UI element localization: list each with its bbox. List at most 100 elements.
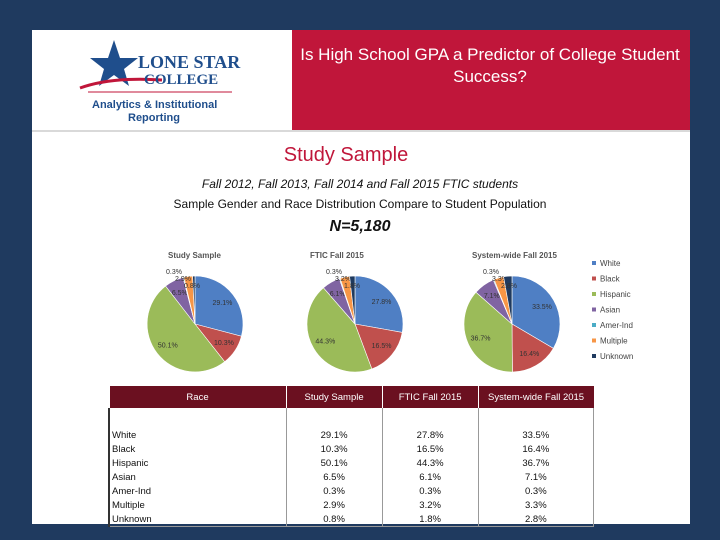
cell-ftic: 3.2% — [381, 498, 479, 512]
logo-line1: LONE STAR — [138, 52, 241, 72]
table-row: Multiple 2.9% 3.2% 3.3% — [107, 498, 595, 512]
pie-data-label: 2.9% — [175, 276, 191, 283]
cell-system: 16.4% — [477, 442, 595, 456]
table-row: Hispanic 50.1% 44.3% 36.7% — [107, 456, 595, 470]
pie-slice-black — [511, 323, 554, 373]
legend-label: Unknown — [600, 352, 633, 361]
table-header-row: Race Study Sample FTIC Fall 2015 System-… — [108, 386, 594, 408]
cell-race: Black — [107, 442, 287, 456]
pie-charts: Study Sample29.1%10.3%50.1%6.5%0.3%2.9%0… — [146, 251, 633, 373]
logo-line4: Reporting — [128, 112, 180, 124]
cell-study: 10.3% — [285, 442, 383, 456]
pie-data-label: 16.5% — [372, 343, 392, 350]
legend-label: Hispanic — [600, 290, 631, 299]
logo-area: LONE STAR COLLEGE Analytics & Institutio… — [32, 30, 292, 130]
cell-ftic: 16.5% — [381, 442, 479, 456]
cell-system: 0.3% — [477, 484, 595, 498]
pie-title: Study Sample — [168, 251, 221, 260]
header-race: Race — [108, 386, 287, 408]
header-study-sample: Study Sample — [285, 386, 383, 408]
pie-data-label: 1.8% — [344, 283, 360, 290]
table-spacer — [107, 408, 595, 428]
pie-title: FTIC Fall 2015 — [310, 251, 364, 260]
pie-data-label: 0.3% — [326, 269, 342, 276]
logo-line3: Analytics & Institutional — [92, 99, 217, 111]
cell-ftic: 27.8% — [381, 428, 479, 442]
cell-race: White — [107, 428, 287, 442]
pie-slice-white — [511, 275, 561, 349]
section-title: Study Sample — [283, 144, 409, 166]
cell-study: 2.9% — [285, 498, 383, 512]
cell-study: 0.8% — [285, 512, 383, 527]
legend-label: Black — [600, 275, 621, 284]
logo-line2: COLLEGE — [144, 72, 218, 88]
legend-swatch — [592, 323, 596, 327]
pie-title: System-wide Fall 2015 — [472, 251, 557, 260]
n-value: N=5,180 — [329, 218, 391, 235]
cell-ftic: 44.3% — [381, 456, 479, 470]
legend-swatch — [592, 276, 596, 281]
table-row: White 29.1% 27.8% 33.5% — [107, 428, 595, 442]
cell-system: 2.8% — [477, 512, 595, 527]
pie-data-label: 6.5% — [172, 290, 188, 297]
cell-system: 36.7% — [477, 456, 595, 470]
pie-data-label: 2.8% — [501, 283, 517, 290]
swoosh-icon — [79, 77, 163, 90]
header-band — [292, 30, 690, 130]
cell-system: 33.5% — [477, 428, 595, 442]
pie-data-label: 16.4% — [519, 351, 539, 358]
pie-data-label: 33.5% — [532, 304, 552, 311]
star-icon — [90, 40, 138, 86]
cell-race: Unknown — [107, 512, 287, 527]
pie-data-label: 6.1% — [330, 291, 346, 298]
legend-label: Asian — [600, 306, 620, 315]
pie-data-label: 0.3% — [483, 269, 499, 276]
cell-ftic: 0.3% — [381, 484, 479, 498]
subtitle-line1: Fall 2012, Fall 2013, Fall 2014 and Fall… — [201, 177, 519, 191]
cell-ftic: 1.8% — [381, 512, 479, 527]
pie-data-label: 44.3% — [315, 339, 335, 346]
cell-study: 6.5% — [285, 470, 383, 484]
pie-data-label: 50.1% — [158, 342, 178, 349]
pie-data-label: 0.8% — [184, 283, 200, 290]
cell-study: 50.1% — [285, 456, 383, 470]
pie-slice-black — [354, 323, 403, 370]
legend-label: White — [600, 259, 621, 268]
pie-data-label: 7.1% — [484, 293, 500, 300]
pie-data-label: 3.2% — [335, 276, 351, 283]
lone-star-college-logo: LONE STAR COLLEGE Analytics & Institutio… — [79, 40, 241, 124]
cell-race: Hispanic — [107, 456, 287, 470]
legend-swatch — [592, 292, 596, 296]
cell-race: Multiple — [107, 498, 287, 512]
cell-system: 7.1% — [477, 470, 595, 484]
table-row: Unknown 0.8% 1.8% 2.8% — [107, 512, 595, 527]
pie-slice-unknown — [349, 275, 356, 325]
table-row: Asian 6.5% 6.1% 7.1% — [107, 470, 595, 484]
pie-data-label: 36.7% — [471, 335, 491, 342]
legend-swatch — [592, 261, 596, 265]
pie-data-label: 10.3% — [214, 340, 234, 347]
legend-label: Multiple — [600, 337, 628, 346]
cell-race: Asian — [107, 470, 287, 484]
pie-data-label: 27.8% — [372, 299, 392, 306]
header-divider — [32, 130, 690, 140]
race-table: Race Study Sample FTIC Fall 2015 System-… — [107, 386, 595, 527]
pie-slice-unknown — [503, 275, 513, 325]
cell-system: 3.3% — [477, 498, 595, 512]
legend-label: Amer-Ind — [600, 321, 633, 330]
cell-ftic: 6.1% — [381, 470, 479, 484]
pie-slice-white — [194, 275, 244, 337]
pie-data-label: 3.3% — [492, 276, 508, 283]
cell-study: 0.3% — [285, 484, 383, 498]
cell-race: Amer-Ind — [107, 484, 287, 498]
pie-data-label: 0.3% — [166, 269, 182, 276]
table-row: Black 10.3% 16.5% 16.4% — [107, 442, 595, 456]
cell-study: 29.1% — [285, 428, 383, 442]
pie-slice-unknown — [192, 275, 196, 325]
legend-swatch — [592, 338, 596, 343]
pie-slice-hispanic — [306, 287, 373, 373]
page-title: Is High School GPA a Predictor of Colleg… — [300, 45, 680, 86]
legend-swatch — [592, 354, 596, 358]
subtitle-line2: Sample Gender and Race Distribution Comp… — [173, 197, 547, 211]
pie-slice-hispanic — [146, 285, 226, 373]
